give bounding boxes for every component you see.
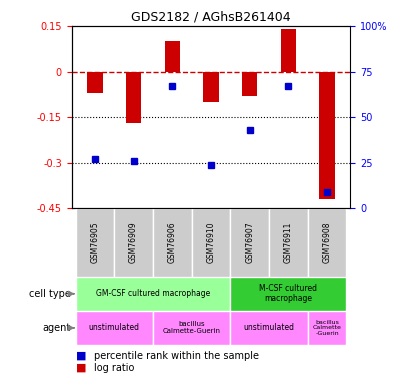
Bar: [242, 72, 258, 96]
Text: percentile rank within the sample: percentile rank within the sample: [94, 351, 259, 361]
Bar: [308, 311, 346, 345]
Text: cell type: cell type: [29, 289, 71, 299]
Bar: [319, 72, 335, 199]
Bar: [230, 311, 308, 345]
Bar: [269, 209, 308, 277]
Text: unstimulated: unstimulated: [244, 323, 295, 332]
Text: bacillus
Calmette-Guerin: bacillus Calmette-Guerin: [163, 321, 220, 334]
Text: ■: ■: [76, 363, 86, 373]
Text: log ratio: log ratio: [94, 363, 134, 373]
Bar: [308, 209, 346, 277]
Title: GDS2182 / AGhsB261404: GDS2182 / AGhsB261404: [131, 11, 291, 24]
Text: GSM76910: GSM76910: [207, 222, 215, 263]
Bar: [191, 209, 230, 277]
Bar: [76, 277, 230, 311]
Text: GSM76907: GSM76907: [245, 222, 254, 263]
Text: bacillus
Calmette
-Guerin: bacillus Calmette -Guerin: [312, 320, 341, 336]
Text: ■: ■: [76, 351, 86, 361]
Bar: [203, 72, 219, 102]
Bar: [126, 72, 141, 123]
Bar: [230, 209, 269, 277]
Text: GSM76905: GSM76905: [90, 222, 100, 263]
Bar: [87, 72, 103, 93]
Bar: [153, 311, 230, 345]
Text: GSM76911: GSM76911: [284, 222, 293, 263]
Text: GSM76909: GSM76909: [129, 222, 138, 263]
Bar: [76, 209, 114, 277]
Bar: [230, 277, 346, 311]
Bar: [153, 209, 191, 277]
Text: GSM76908: GSM76908: [322, 222, 332, 263]
Text: M-CSF cultured
macrophage: M-CSF cultured macrophage: [259, 284, 317, 303]
Text: GM-CSF cultured macrophage: GM-CSF cultured macrophage: [96, 289, 210, 298]
Bar: [76, 311, 153, 345]
Text: GSM76906: GSM76906: [168, 222, 177, 263]
Text: unstimulated: unstimulated: [89, 323, 140, 332]
Bar: [164, 41, 180, 72]
Bar: [114, 209, 153, 277]
Bar: [281, 29, 296, 72]
Text: agent: agent: [43, 323, 71, 333]
